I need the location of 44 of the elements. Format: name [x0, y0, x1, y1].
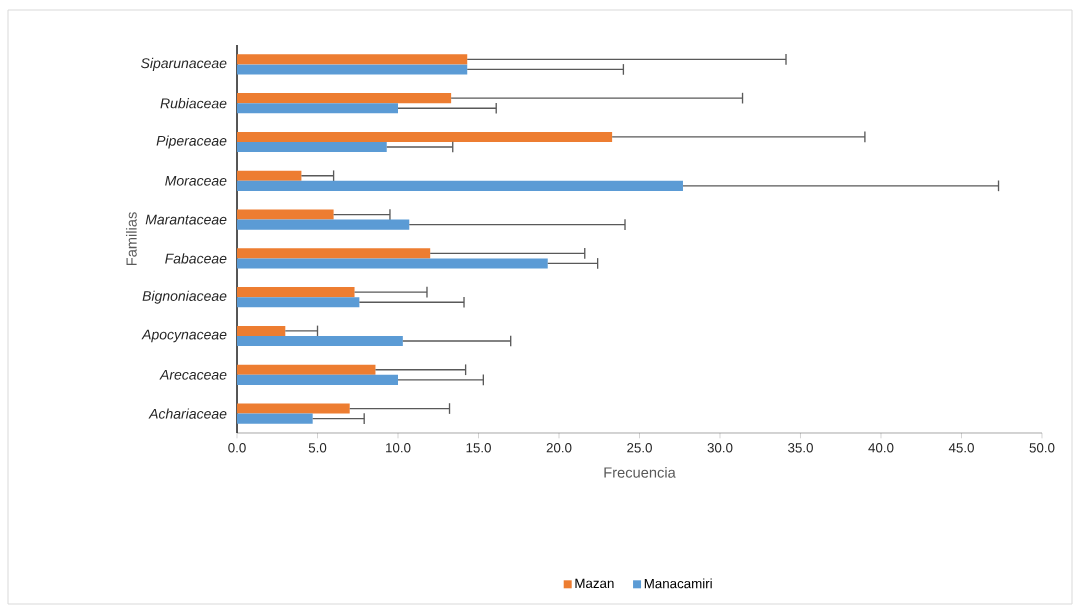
bar	[237, 180, 683, 191]
bar	[237, 287, 355, 298]
bar	[237, 103, 399, 114]
bar	[237, 209, 334, 220]
y-tick-label: Bignoniaceae	[142, 290, 227, 304]
x-axis-title: Frecuencia	[604, 466, 676, 478]
bar	[237, 258, 548, 269]
x-tick-label: 15.0	[466, 443, 491, 453]
x-tick-label: 40.0	[868, 443, 894, 453]
x-tick-label: 10.0	[386, 443, 411, 453]
bar	[237, 325, 286, 336]
bar	[237, 131, 613, 142]
bar	[237, 170, 302, 181]
y-tick-label: Moraceae	[165, 175, 227, 186]
bar	[237, 219, 410, 230]
y-tick-label: Arecaceae	[159, 369, 227, 380]
legend-label: Mazan	[575, 578, 614, 589]
bar	[237, 364, 376, 375]
x-tick-label: 20.0	[546, 443, 572, 453]
x-tick-label: 30.0	[707, 443, 733, 453]
bar	[237, 413, 313, 424]
y-tick-label: Marantaceae	[145, 214, 227, 225]
y-axis-title: Familias	[125, 212, 137, 266]
bar	[237, 54, 468, 65]
bar	[237, 248, 431, 259]
bar	[237, 93, 452, 104]
bar	[237, 141, 387, 153]
x-tick-label: 45.0	[948, 443, 974, 453]
y-tick-label: Achariaceae	[148, 408, 227, 419]
bar	[237, 403, 350, 414]
y-tick-label: Siparunaceae	[140, 57, 227, 71]
x-tick-label: 0.0	[228, 443, 246, 453]
x-tick-label: 5.0	[308, 443, 327, 453]
x-tick-label: 25.0	[627, 443, 652, 453]
x-tick-label: 50.0	[1029, 443, 1055, 453]
y-tick-label: Rubiaceae	[160, 98, 227, 109]
y-tick-label: Piperaceae	[156, 135, 227, 149]
bar	[237, 335, 403, 347]
y-tick-label: Apocynaceae	[141, 329, 227, 343]
y-tick-label: Fabaceae	[165, 253, 227, 264]
bar	[237, 374, 399, 385]
x-tick-label: 35.0	[788, 443, 813, 453]
legend-label: Manacamiri	[644, 578, 712, 589]
bar	[237, 297, 360, 308]
